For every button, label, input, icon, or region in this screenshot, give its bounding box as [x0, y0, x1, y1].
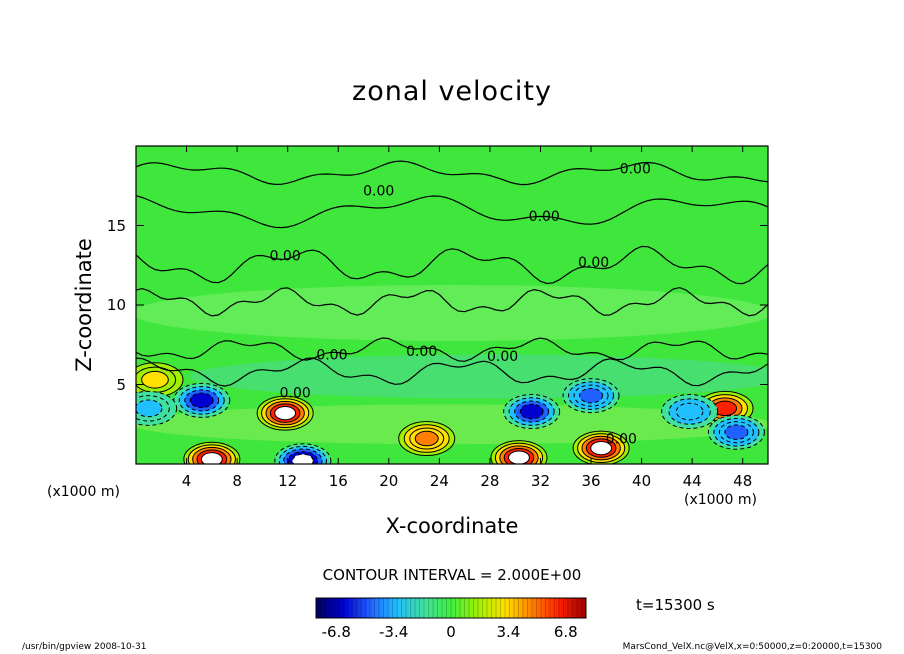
- positive-velocity-cell: [398, 421, 456, 457]
- x-tick-label: 16: [328, 472, 348, 490]
- x-tick-label: 28: [480, 472, 500, 490]
- plot-area: 0.00 0.00 0.00 0.00 0.00 0.00 0.00 0.00 0.00 0.00: [136, 146, 768, 464]
- x-tick-label: 8: [232, 472, 242, 490]
- x-unit-label-left: (x1000 m): [47, 484, 120, 500]
- zero-contours: [136, 160, 768, 387]
- chart-title: zonal velocity: [352, 76, 552, 107]
- zero-contour-line: [136, 245, 768, 285]
- x-axis-label: X-coordinate: [385, 514, 519, 538]
- x-tick-label: 32: [530, 472, 551, 490]
- y-tick-label: 15: [106, 216, 126, 235]
- x-tick-label: 36: [581, 472, 601, 490]
- contour-ring: [189, 392, 214, 409]
- y-tick-label: 10: [106, 296, 126, 314]
- zero-contour-line: [136, 286, 768, 317]
- zero-contour-line: [136, 357, 768, 387]
- contour-label: 0.00: [406, 344, 437, 360]
- colorbar-tick-label: -3.4: [378, 623, 409, 641]
- colorbar-tick-label: -6.8: [321, 623, 351, 641]
- contour-label: 0.00: [606, 432, 637, 448]
- light-band: [136, 284, 768, 341]
- colorbar-tick-label: 0: [446, 623, 456, 641]
- x-tick-label: 12: [278, 472, 298, 490]
- x-tick-label: 4: [181, 472, 192, 490]
- contour-label: 0.00: [316, 347, 347, 363]
- contour-ring: [508, 450, 530, 464]
- positive-velocity-cell: [572, 430, 630, 464]
- time-label: t=15300 s: [636, 596, 715, 614]
- negative-velocity-cell: [562, 378, 620, 414]
- positive-velocity-cell: [490, 440, 548, 464]
- contour-ring: [274, 406, 297, 421]
- contour-ring: [579, 387, 604, 404]
- colorbar: [315, 597, 587, 619]
- positive-velocity-cell: [183, 441, 241, 464]
- contour-ring: [291, 453, 314, 464]
- colorbar-tick-label: 3.4: [496, 623, 521, 641]
- negative-velocity-cell: [503, 394, 561, 430]
- x-tick-marks: [186, 146, 744, 464]
- contour-ring: [136, 399, 163, 418]
- x-tick-label: 24: [429, 472, 449, 490]
- contour-labels: 0.00 0.00 0.00 0.00 0.00 0.00 0.00 0.00 0.00 0.00: [270, 161, 651, 447]
- negative-velocity-cell: [707, 414, 765, 450]
- contour-ring: [675, 402, 704, 421]
- contour-ring: [724, 424, 749, 440]
- colorbar-tick-label: 6.8: [553, 623, 578, 641]
- negative-velocity-cell: [173, 382, 231, 418]
- cyan-band: [190, 354, 768, 399]
- footer-program-date: /usr/bin/gpview 2008-10-31: [22, 642, 147, 652]
- zero-contour-line: [136, 337, 768, 362]
- x-tick-label: 48: [733, 472, 753, 490]
- contour-ring: [414, 430, 439, 447]
- velocity-features: [136, 362, 765, 464]
- positive-velocity-cell: [256, 395, 314, 431]
- contour-label: 0.00: [280, 385, 311, 401]
- contour-label: 0.00: [578, 255, 609, 271]
- negative-velocity-cell: [136, 390, 178, 426]
- contour-ring: [590, 441, 613, 456]
- y-axis-label: Z-coordinate: [72, 238, 96, 372]
- negative-velocity-cell: [274, 443, 332, 464]
- contour-ring: [141, 370, 169, 389]
- contour-label: 0.00: [363, 184, 394, 200]
- y-tick-label: 5: [116, 375, 126, 394]
- contour-interval-text: CONTOUR INTERVAL = 2.000E+00: [322, 566, 582, 584]
- zero-contour-line: [136, 195, 768, 229]
- contour-ring: [200, 452, 223, 464]
- x-tick-label: 20: [379, 472, 399, 490]
- negative-velocity-cell: [661, 394, 719, 430]
- contour-ring: [519, 403, 544, 420]
- contour-label: 0.00: [620, 161, 651, 177]
- x-tick-label: 40: [632, 472, 652, 490]
- footer-data-source: MarsCond_VelX.nc@VelX,x=0:50000,z=0:2000…: [622, 642, 882, 652]
- contour-label: 0.00: [529, 209, 560, 225]
- x-unit-label-right: (x1000 m): [684, 492, 757, 508]
- contour-label: 0.00: [487, 349, 518, 365]
- contour-label: 0.00: [270, 249, 301, 265]
- zero-contour-line: [136, 160, 768, 186]
- positive-velocity-cell: [136, 362, 184, 398]
- x-tick-label: 44: [682, 472, 702, 490]
- y-tick-marks: [136, 225, 768, 385]
